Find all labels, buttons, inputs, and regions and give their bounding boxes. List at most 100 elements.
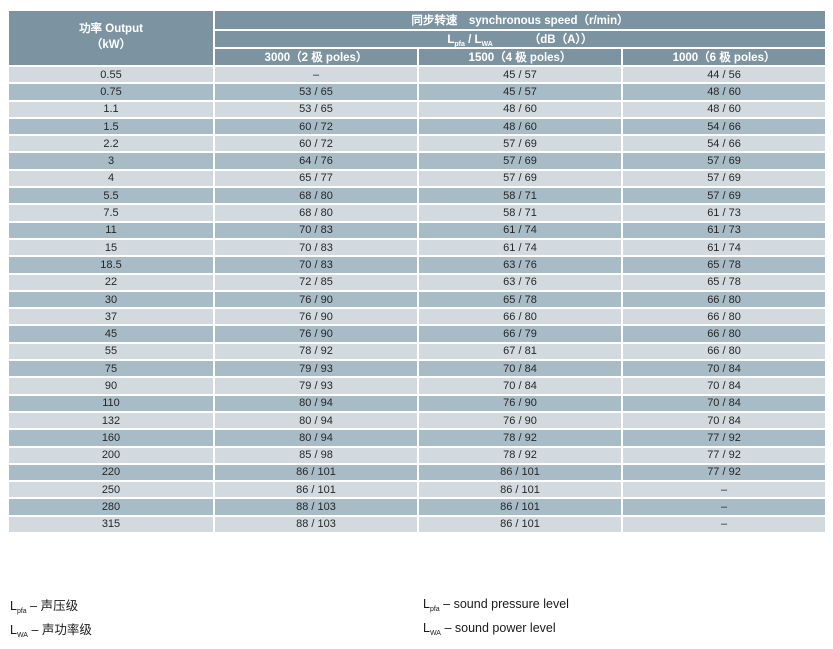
table-row: 1.1 53 / 65 48 / 60 48 / 60: [7, 99, 828, 119]
noise-value-cell: 64 / 76: [213, 151, 419, 171]
noise-value-cell: 78 / 92: [417, 428, 623, 448]
header-row-level: Lpfa / LWA （dB（A））: [8, 29, 828, 49]
noise-value-cell: 70 / 84: [417, 359, 623, 379]
noise-value-cell: 61 / 73: [620, 203, 828, 223]
table-row: 75 79 / 93 70 / 84 70 / 84: [7, 359, 828, 379]
power-cell: 1.5: [7, 116, 215, 137]
power-cell: 0.75: [7, 82, 215, 102]
table-row: 4 65 / 77 57 / 69 57 / 69: [7, 168, 828, 189]
noise-value-cell: 88 / 103: [213, 514, 419, 535]
noise-value-cell: 54 / 66: [620, 116, 828, 137]
noise-value-cell: –: [620, 497, 828, 517]
noise-value-cell: 61 / 74: [417, 237, 623, 258]
noise-value-cell: 57 / 69: [620, 186, 828, 206]
noise-value-cell: 72 / 85: [213, 272, 419, 292]
noise-value-cell: 86 / 101: [417, 514, 623, 535]
table-row: 55 78 / 92 67 / 81 66 / 80: [7, 341, 828, 362]
noise-value-cell: 86 / 101: [213, 480, 419, 500]
noise-value-cell: 65 / 78: [417, 289, 623, 310]
power-cell: 1.1: [7, 99, 215, 119]
power-cell: 315: [7, 514, 215, 535]
noise-value-cell: 66 / 79: [417, 324, 623, 344]
header-row-speed: 功率 Output （kW） 同步转速 synchronous speed（r/…: [7, 9, 828, 67]
legend: Lpfa – 声压级 LWA – 声功率级 Lpfa – sound press…: [10, 592, 825, 640]
noise-value-cell: 67 / 81: [417, 341, 623, 362]
noise-value-cell: 66 / 80: [417, 307, 623, 327]
power-cell: 45: [7, 324, 215, 344]
noise-value-cell: 85 / 98: [213, 445, 419, 465]
noise-value-cell: 57 / 69: [417, 134, 623, 154]
power-cell: 4: [7, 168, 215, 189]
table-row: 1.5 60 / 72 48 / 60 54 / 66: [7, 116, 828, 137]
noise-value-cell: 70 / 83: [213, 255, 419, 275]
noise-value-cell: 45 / 57: [417, 64, 623, 85]
noise-value-cell: 79 / 93: [213, 376, 419, 396]
noise-value-cell: 66 / 80: [620, 307, 828, 327]
power-output-header-line1: 功率 Output: [79, 23, 143, 36]
noise-value-cell: 66 / 80: [620, 341, 828, 362]
noise-value-cell: 68 / 80: [213, 203, 419, 223]
noise-value-cell: 60 / 72: [213, 134, 419, 154]
noise-value-cell: 86 / 101: [213, 462, 419, 483]
noise-value-cell: 76 / 90: [213, 324, 419, 344]
noise-value-cell: 77 / 92: [620, 428, 828, 448]
noise-value-cell: 65 / 78: [620, 272, 828, 292]
power-cell: 22: [7, 272, 215, 292]
legend-item-zh-lpfa: Lpfa – 声压级: [10, 598, 79, 615]
noise-value-cell: 70 / 83: [213, 220, 419, 240]
power-cell: 55: [7, 341, 215, 362]
table-row: 11 70 / 83 61 / 74 61 / 73: [7, 220, 828, 240]
power-cell: 110: [7, 393, 215, 413]
table-row: 280 88 / 103 86 / 101–: [7, 497, 828, 517]
noise-value-cell: –: [213, 64, 419, 85]
noise-value-cell: 86 / 101: [417, 462, 623, 483]
noise-value-cell: 76 / 90: [417, 393, 623, 413]
table-row: 0.75 53 / 65 45 / 57 48 / 60: [7, 82, 828, 102]
noise-value-cell: 79 / 93: [213, 359, 419, 379]
noise-value-cell: 58 / 71: [417, 203, 623, 223]
noise-value-cell: –: [620, 480, 828, 500]
noise-value-cell: 80 / 94: [213, 428, 419, 448]
power-cell: 15: [7, 237, 215, 258]
noise-value-cell: 61 / 74: [417, 220, 623, 240]
table-row: 3 64 / 76 57 / 69 57 / 69: [7, 151, 828, 171]
noise-value-cell: –: [620, 514, 828, 535]
noise-value-cell: 61 / 74: [620, 237, 828, 258]
noise-value-cell: 60 / 72: [213, 116, 419, 137]
power-output-header-line2: （kW）: [90, 39, 132, 51]
noise-value-cell: 63 / 76: [417, 272, 623, 292]
power-cell: 200: [7, 445, 215, 465]
sound-level-header: Lpfa / LWA （dB（A））: [212, 29, 828, 49]
power-cell: 11: [7, 220, 215, 240]
noise-value-cell: 45 / 57: [417, 82, 623, 102]
power-output-header: 功率 Output （kW）: [7, 9, 215, 67]
table-row: 5.5 68 / 80 58 / 71 57 / 69: [7, 186, 828, 206]
noise-value-cell: 80 / 94: [213, 410, 419, 431]
power-cell: 5.5: [7, 186, 215, 206]
noise-level-table: 功率 Output （kW） 同步转速 synchronous speed（r/…: [7, 9, 828, 535]
noise-value-cell: 57 / 69: [620, 151, 828, 171]
power-cell: 160: [7, 428, 215, 448]
noise-value-cell: 86 / 101: [417, 480, 623, 500]
header-row-poles: 3000（2 极 poles） 1500（4 极 poles） 1000（6 极 p…: [8, 47, 828, 67]
noise-value-cell: 68 / 80: [213, 186, 419, 206]
table-row: 160 80 / 94 78 / 92 77 / 92: [7, 428, 828, 448]
noise-value-cell: 70 / 84: [417, 376, 623, 396]
noise-value-cell: 65 / 78: [620, 255, 828, 275]
table-row: 315 88 / 103 86 / 101–: [7, 514, 828, 535]
power-cell: 37: [7, 307, 215, 327]
legend-item-zh-lwa: LWA – 声功率级: [10, 622, 92, 639]
table-row: 30 76 / 90 65 / 78 66 / 80: [7, 289, 828, 310]
table-row: 132 80 / 94 76 / 90 70 / 84: [7, 410, 828, 431]
pole-column-header-0: 3000（2 极 poles）: [213, 47, 419, 67]
pole-column-header-1: 1500（4 极 poles）: [417, 47, 623, 67]
power-cell: 7.5: [7, 203, 215, 223]
noise-value-cell: 48 / 60: [417, 99, 623, 119]
noise-value-cell: 48 / 60: [620, 82, 828, 102]
noise-value-cell: 66 / 80: [620, 289, 828, 310]
noise-value-cell: 80 / 94: [213, 393, 419, 413]
table-header: 功率 Output （kW） 同步转速 synchronous speed（r/…: [7, 9, 828, 67]
power-cell: 3: [7, 151, 215, 171]
noise-value-cell: 54 / 66: [620, 134, 828, 154]
